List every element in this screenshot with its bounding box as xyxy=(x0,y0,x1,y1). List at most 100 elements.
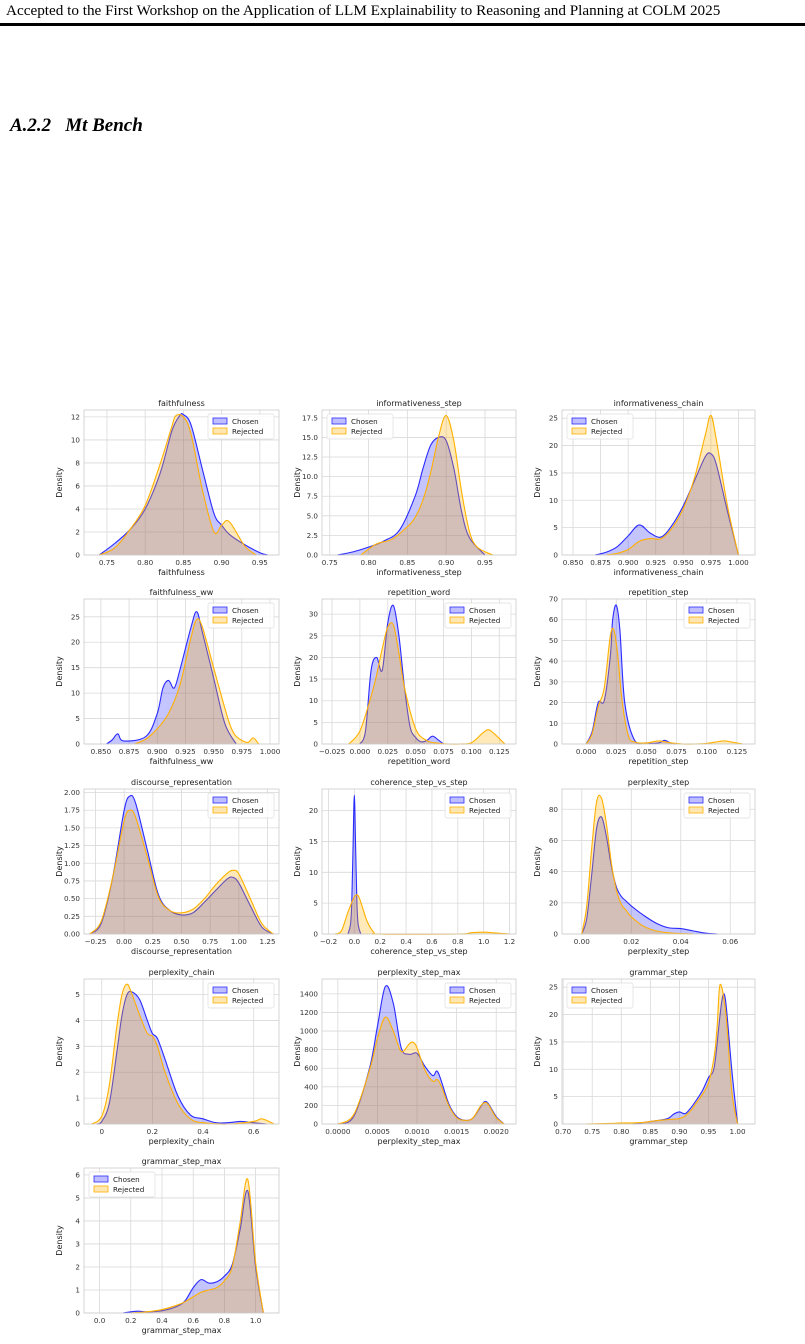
x-tick-label: 0.02 xyxy=(623,937,639,946)
y-tick-label: 5 xyxy=(553,1092,558,1101)
x-tick-label: 0.95 xyxy=(700,1127,716,1136)
chart-title: informativeness_chain xyxy=(614,399,704,408)
y-axis-label: Density xyxy=(533,656,542,687)
x-tick-label: 0.2 xyxy=(147,1127,158,1136)
x-tick-label: 0.925 xyxy=(175,747,196,756)
chart-title: repetition_step xyxy=(628,588,688,597)
plot-frame xyxy=(83,788,280,935)
density-line-rejected xyxy=(91,983,275,1125)
legend-box xyxy=(207,792,275,819)
x-tick-label: 0.0010 xyxy=(404,1127,430,1136)
y-tick-label: 5 xyxy=(75,1193,80,1202)
x-axis-label: coherence_step_vs_step xyxy=(370,947,467,956)
legend-box xyxy=(566,413,634,440)
chart-title: perplexity_step_max xyxy=(378,968,461,977)
y-tick-label: 15 xyxy=(549,1037,558,1046)
y-tick-label: 4 xyxy=(75,504,80,513)
legend-label-chosen: Chosen xyxy=(232,986,259,995)
density-line-rejected xyxy=(89,809,274,935)
legend-label-chosen: Chosen xyxy=(113,1175,140,1184)
x-tick-label: 0.075 xyxy=(433,747,454,756)
legend-label-chosen: Chosen xyxy=(232,796,259,805)
x-tick-label: 0.6 xyxy=(187,1316,199,1325)
y-tick-label: 0.75 xyxy=(64,876,80,885)
y-tick-label: 2 xyxy=(75,1068,80,1077)
density-area-rejected xyxy=(130,1178,264,1313)
y-tick-label: 200 xyxy=(304,1101,318,1110)
section-number: A.2.2 xyxy=(10,115,52,136)
y-axis-label: Density xyxy=(55,846,64,877)
y-tick-label: 3 xyxy=(75,1239,80,1248)
y-tick-label: 60 xyxy=(549,615,559,624)
legend-label-rejected: Rejected xyxy=(232,806,263,815)
x-tick-label: 0.900 xyxy=(618,558,639,567)
density-line-rejected xyxy=(130,1178,264,1314)
density-area-chosen xyxy=(96,991,267,1124)
y-tick-label: 60 xyxy=(549,836,559,845)
y-tick-label: 50 xyxy=(549,636,559,645)
y-tick-label: 0.00 xyxy=(64,930,80,939)
x-axis-label: perplexity_step_max xyxy=(378,1137,461,1146)
legend-swatch-rejected xyxy=(449,996,465,1004)
y-tick-label: 25 xyxy=(309,631,318,640)
x-axis-label: informativeness_chain xyxy=(614,568,704,577)
density-area-chosen xyxy=(106,611,237,744)
legend-swatch-rejected xyxy=(688,616,704,624)
chart-coherence-step-vs-step: −0.2 0.0 0.2 0.4 0.6 0.8 1.0 1.2 0 5 10 15 20 coheren… xyxy=(293,778,517,956)
y-tick-label: 0 xyxy=(553,1120,558,1129)
chart-title: faithfulness xyxy=(158,399,205,408)
x-axis-label: perplexity_step xyxy=(628,947,690,956)
chart-grammar-step: 0.70 0.75 0.80 0.85 0.90 0.95 1.00 0 5 10 15 20 25 gr… xyxy=(533,968,756,1146)
density-line-rejected xyxy=(585,627,744,745)
y-tick-label: 1.00 xyxy=(64,859,80,868)
legend-box xyxy=(88,1171,156,1198)
plot-frame xyxy=(321,788,517,935)
x-tick-label: 0.70 xyxy=(555,1127,571,1136)
y-tick-label: 25 xyxy=(549,414,558,423)
y-tick-label: 2.00 xyxy=(64,788,80,797)
x-tick-label: 0.90 xyxy=(671,1127,687,1136)
y-tick-label: 15 xyxy=(549,468,558,477)
density-area-rejected xyxy=(89,809,274,934)
legend-label-rejected: Rejected xyxy=(591,427,622,436)
x-tick-label: 0.90 xyxy=(214,558,230,567)
density-line-rejected xyxy=(360,414,493,556)
y-tick-label: 0 xyxy=(75,551,80,560)
legend-swatch-rejected xyxy=(449,806,465,814)
legend-label-chosen: Chosen xyxy=(708,606,735,615)
y-tick-label: 20 xyxy=(309,653,319,662)
x-tick-label: 0.125 xyxy=(489,747,510,756)
x-tick-label: 0.95 xyxy=(477,558,493,567)
x-axis-label: repetition_step xyxy=(628,757,688,766)
x-tick-label: 0.900 xyxy=(147,747,168,756)
legend-swatch-rejected xyxy=(571,996,587,1004)
legend-swatch-chosen xyxy=(571,986,587,994)
x-tick-label: 0.80 xyxy=(137,558,153,567)
legend-label-chosen: Chosen xyxy=(469,986,496,995)
legend-label-rejected: Rejected xyxy=(469,996,500,1005)
y-tick-label: 15.0 xyxy=(302,433,318,442)
legend-swatch-rejected xyxy=(449,616,465,624)
chart-repetition-step: 0.000 0.025 0.050 0.075 0.100 0.125 0 10 20 30 40 5… xyxy=(533,588,756,766)
density-line-chosen xyxy=(337,436,486,556)
legend-swatch-rejected xyxy=(688,806,704,814)
legend-swatch-chosen xyxy=(212,606,228,614)
y-tick-label: 4 xyxy=(75,1216,80,1225)
y-axis-label: Density xyxy=(533,1036,542,1067)
plot-frame xyxy=(321,598,517,745)
y-axis-label: Density xyxy=(55,1036,64,1067)
chart-title: perplexity_step xyxy=(628,778,690,787)
x-tick-label: 0.00 xyxy=(574,937,590,946)
legend-label-chosen: Chosen xyxy=(232,417,259,426)
density-area-chosen xyxy=(586,604,677,744)
legend-box xyxy=(444,792,512,819)
density-area-chosen xyxy=(123,1190,264,1313)
density-line-chosen xyxy=(96,990,267,1125)
y-tick-label: 10 xyxy=(309,696,319,705)
y-tick-label: 15 xyxy=(71,663,80,672)
x-tick-label: 0.975 xyxy=(701,558,722,567)
